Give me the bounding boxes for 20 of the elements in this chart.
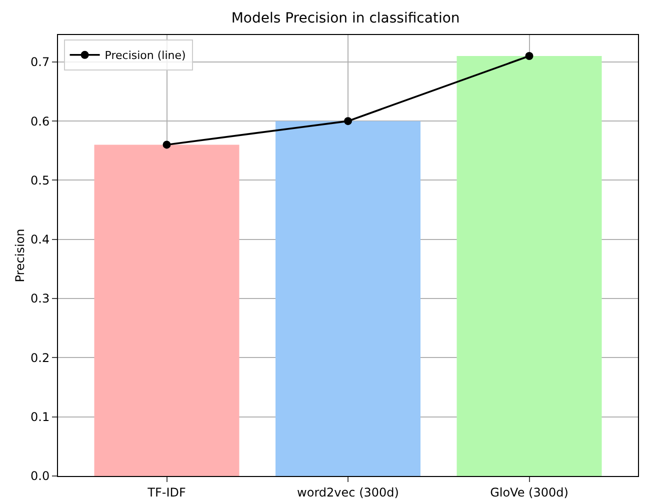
point bbox=[344, 117, 352, 126]
chart-title: Models Precision in classification bbox=[231, 10, 460, 26]
point bbox=[525, 52, 534, 60]
y-tick-label: 0.0 bbox=[30, 469, 50, 484]
bar bbox=[276, 121, 420, 476]
point bbox=[162, 140, 171, 149]
y-tick-label: 0.5 bbox=[30, 173, 50, 188]
y-tick-label: 0.3 bbox=[30, 292, 50, 306]
y-axis-title: Precision bbox=[13, 228, 27, 282]
legend-label: Precision (line) bbox=[104, 49, 186, 62]
y-tick-label: 0.6 bbox=[30, 114, 50, 128]
x-tick-label: GloVe (300d) bbox=[490, 485, 568, 500]
bar bbox=[456, 56, 602, 476]
y-tick-label: 0.2 bbox=[30, 350, 50, 365]
y-tick-label: 0.4 bbox=[30, 232, 50, 247]
x-tick-label: TF-IDF bbox=[146, 485, 186, 500]
x-tick-label: word2vec (300d) bbox=[297, 485, 399, 500]
y-tick-label: 0.7 bbox=[30, 55, 50, 70]
bar bbox=[94, 144, 240, 476]
y-tick-label: 0.1 bbox=[30, 410, 50, 424]
